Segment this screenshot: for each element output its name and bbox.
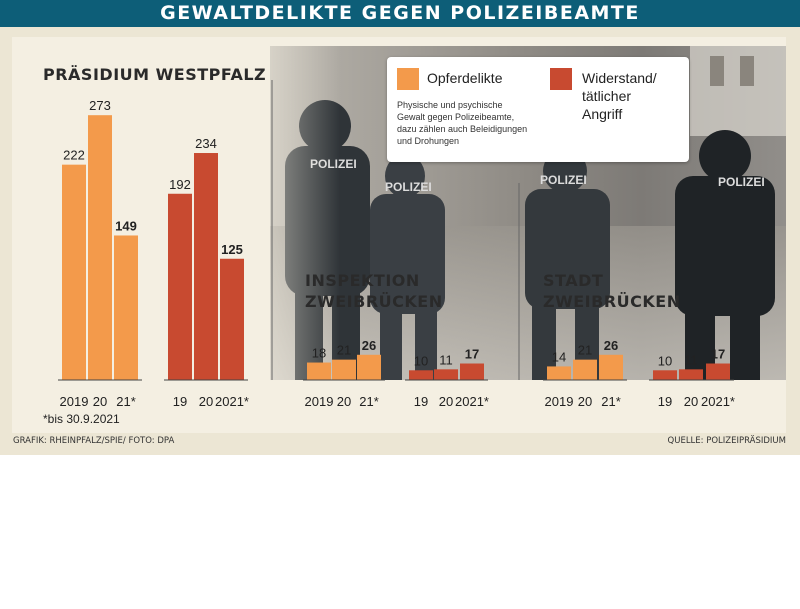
bar [547, 366, 571, 380]
footer-credit: GRAFIK: RHEINPFALZ/SPIE/ FOTO: DPA [13, 436, 175, 446]
category-label: 2021* [701, 394, 735, 409]
bar [220, 258, 244, 380]
category-label: 19 [658, 394, 672, 409]
legend-swatch-widerstand [550, 68, 572, 90]
bar-value-label: 10 [414, 353, 428, 368]
category-label: 21* [601, 394, 621, 409]
bar-value-label: 17 [711, 347, 725, 362]
chart-title-inspektion-line: ZWEIBRÜCKEN [305, 292, 443, 311]
chart-title-inspektion-line: INSPEKTION [305, 271, 420, 290]
bar-value-label: 125 [221, 242, 243, 257]
bar [434, 369, 458, 380]
category-label: 2019 [305, 394, 334, 409]
chart-title-stadt-line: ZWEIBRÜCKEN [543, 292, 681, 311]
bar-value-label: 11 [439, 352, 453, 367]
legend-desc-line: Gewalt gegen Polizeibeamte, [397, 112, 515, 122]
bar [653, 370, 677, 380]
bar-value-label: 26 [362, 338, 376, 353]
bar [62, 164, 86, 380]
legend-desc-line: Physische und psychische [397, 100, 503, 110]
bar-value-label: 26 [604, 338, 618, 353]
police-badge: POLIZEI [385, 180, 432, 194]
bar-value-label: 192 [169, 177, 191, 192]
bar [357, 354, 381, 380]
category-label: 2021* [455, 394, 489, 409]
bar-value-label: 234 [195, 136, 217, 151]
category-label: 21* [359, 394, 379, 409]
legend: Opferdelikte Physische und psychische Ge… [387, 57, 689, 162]
category-label: 19 [173, 394, 187, 409]
bar [168, 193, 192, 380]
category-label: 20 [337, 394, 351, 409]
category-label: 2021* [215, 394, 249, 409]
bar-value-label: 273 [89, 98, 111, 113]
chart-title-stadt-line: STADT [543, 271, 604, 290]
bar [307, 362, 331, 380]
police-badge: POLIZEI [718, 175, 765, 189]
bar-value-label: 21 [337, 343, 351, 358]
bar [332, 359, 356, 380]
bar-value-label: 149 [115, 218, 137, 233]
category-label: 19 [414, 394, 428, 409]
legend-label-widerstand-line: Angriff [582, 106, 623, 122]
legend-swatch-opfer [397, 68, 419, 90]
category-label: 2019 [60, 394, 89, 409]
bar-value-label: 18 [312, 346, 326, 361]
footnote: *bis 30.9.2021 [43, 412, 120, 426]
chart-title-westpfalz: PRÄSIDIUM WESTPFALZ [43, 65, 267, 84]
bar [409, 370, 433, 380]
category-label: 20 [93, 394, 107, 409]
bar [706, 363, 730, 380]
bar-value-label: 14 [552, 349, 566, 364]
category-label: 20 [684, 394, 698, 409]
bar [88, 115, 112, 380]
bar [114, 235, 138, 380]
legend-desc-line: und Drohungen [397, 136, 460, 146]
bar [460, 363, 484, 380]
bar [599, 354, 623, 380]
bar-value-label: 222 [63, 148, 85, 163]
bar-value-label: 17 [465, 347, 479, 362]
police-badge: POLIZEI [540, 173, 587, 187]
header-title: GEWALTDELIKTE GEGEN POLIZEIBEAMTE [0, 0, 800, 27]
bar-value-label: 21 [578, 343, 592, 358]
category-label: 21* [116, 394, 136, 409]
bar-value-label: 10 [658, 353, 672, 368]
bar-value-label: 11 [684, 352, 698, 367]
footer-source: QUELLE: POLIZEIPRÄSIDIUM [667, 436, 786, 446]
bar [194, 153, 218, 380]
category-label: 2019 [545, 394, 574, 409]
category-label: 20 [199, 394, 213, 409]
legend-label-opfer: Opferdelikte [427, 70, 503, 86]
legend-desc-line: dazu zählen auch Beleidigungen [397, 124, 528, 134]
bar [679, 369, 703, 380]
police-photo: POLIZEI POLIZEI POLIZEI POLIZEI [270, 46, 786, 380]
category-label: 20 [578, 394, 592, 409]
category-label: 20 [439, 394, 453, 409]
legend-label-widerstand-line: tätlicher [582, 88, 632, 104]
bar [573, 359, 597, 380]
legend-label-widerstand-line: Widerstand/ [582, 70, 657, 86]
